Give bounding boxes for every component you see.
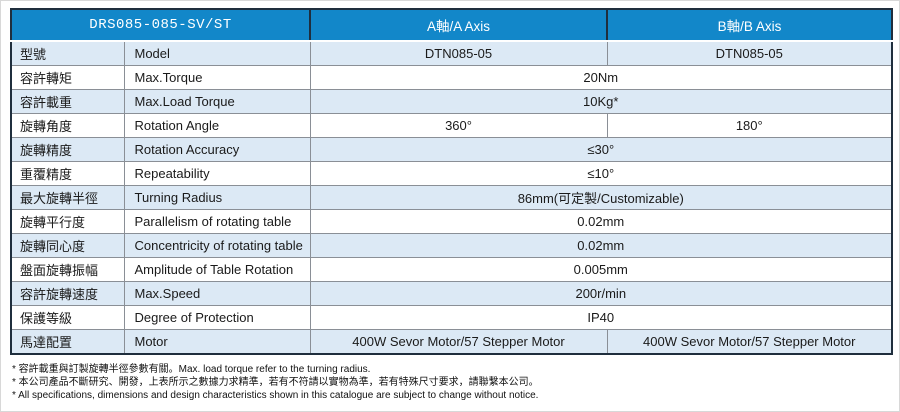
- spec-row: 最大旋轉半徑 Turning Radius 86mm(可定製/Customizabl…: [10, 185, 893, 210]
- spec-row: 旋轉平行度 Parallelism of rotating table 0.02mm: [10, 209, 893, 234]
- spec-row: 容許旋轉速度 Max.Speed 200r/min: [10, 281, 893, 306]
- spec-row: 保護等級 Degree of Protection IP40: [10, 305, 893, 330]
- row-label-zh: 最大旋轉半徑: [10, 185, 125, 210]
- spec-table: DRS085-085-SV/ST A軸/A Axis B軸/B Axis 型號 M…: [9, 8, 894, 355]
- row-label-en: Turning Radius: [123, 185, 311, 210]
- spec-row: 重覆精度 Repeatability ≤10°: [10, 161, 893, 186]
- row-label-en: Amplitude of Table Rotation: [123, 257, 311, 282]
- row-label-zh: 旋轉同心度: [10, 233, 125, 258]
- spec-row: 容許載重 Max.Load Torque 10Kg*: [10, 89, 893, 114]
- spec-row: 旋轉精度 Rotation Accuracy ≤30°: [10, 137, 893, 162]
- row-label-zh: 容許載重: [10, 89, 125, 114]
- spec-row: 型號 Model DTN085-05 DTN085-05: [10, 40, 893, 66]
- row-value: 10Kg*: [309, 89, 893, 114]
- spec-row: 容許轉矩 Max.Torque 20Nm: [10, 65, 893, 90]
- row-value-b-axis: 180°: [606, 113, 893, 138]
- row-label-zh: 馬達配置: [10, 329, 125, 355]
- row-label-zh: 盤面旋轉振幅: [10, 257, 125, 282]
- row-value: 200r/min: [309, 281, 893, 306]
- row-label-en: Model: [123, 40, 311, 66]
- row-label-zh: 保護等級: [10, 305, 125, 330]
- row-label-en: Degree of Protection: [123, 305, 311, 330]
- row-value-a-axis: DTN085-05: [309, 40, 608, 66]
- row-value-a-axis: 360°: [309, 113, 608, 138]
- row-label-en: Max.Load Torque: [123, 89, 311, 114]
- row-value: IP40: [309, 305, 893, 330]
- row-label-zh: 旋轉平行度: [10, 209, 125, 234]
- footnote-accuracy-disclaimer-zh: * 本公司產品不斷研究、開發，上表所示之數據力求精準，若有不符請以實物為準，若有…: [12, 377, 539, 388]
- row-label-zh: 型號: [10, 40, 125, 66]
- footnote-load-torque: * 容許載重與訂製旋轉半徑參數有關。Max. load torque refer…: [12, 364, 371, 375]
- row-label-en: Rotation Accuracy: [123, 137, 311, 162]
- row-value: ≤10°: [309, 161, 893, 186]
- row-label-en: Rotation Angle: [123, 113, 311, 138]
- row-label-en: Max.Torque: [123, 65, 311, 90]
- row-value-b-axis: DTN085-05: [606, 40, 893, 66]
- column-header-a-axis: A軸/A Axis: [309, 9, 609, 42]
- row-label-zh: 容許轉矩: [10, 65, 125, 90]
- row-label-en: Repeatability: [123, 161, 311, 186]
- row-value-b-axis: 400W Sevor Motor/57 Stepper Motor: [606, 329, 893, 355]
- row-value: ≤30°: [309, 137, 893, 162]
- spec-table-body: 型號 Model DTN085-05 DTN085-05 容許轉矩 Max.Torque 2…: [10, 40, 893, 355]
- row-value: 20Nm: [309, 65, 893, 90]
- row-value: 0.02mm: [309, 233, 893, 258]
- footnotes: * 容許載重與訂製旋轉半徑參數有關。Max. load torque refer…: [12, 363, 539, 402]
- spec-row: 盤面旋轉振幅 Amplitude of Table Rotation 0.005mm: [10, 257, 893, 282]
- row-label-en: Motor: [123, 329, 311, 355]
- series-title: DRS085-085-SV/ST: [9, 9, 312, 42]
- spec-row: 馬達配置 Motor 400W Sevor Motor/57 Stepper Mot…: [10, 329, 893, 355]
- row-value: 0.005mm: [309, 257, 893, 282]
- row-label-zh: 重覆精度: [10, 161, 125, 186]
- row-value-a-axis: 400W Sevor Motor/57 Stepper Motor: [309, 329, 608, 355]
- row-label-en: Parallelism of rotating table: [123, 209, 311, 234]
- spec-row: 旋轉同心度 Concentricity of rotating table 0.02…: [10, 233, 893, 258]
- row-label-zh: 容許旋轉速度: [10, 281, 125, 306]
- row-label-zh: 旋轉精度: [10, 137, 125, 162]
- row-value: 0.02mm: [309, 209, 893, 234]
- spec-row: 旋轉角度 Rotation Angle 360° 180°: [10, 113, 893, 138]
- row-label-zh: 旋轉角度: [10, 113, 125, 138]
- row-label-en: Max.Speed: [123, 281, 311, 306]
- footnote-change-without-notice: * All specifications, dimensions and des…: [12, 390, 539, 401]
- row-value: 86mm(可定製/Customizable): [309, 185, 893, 210]
- column-header-b-axis: B軸/B Axis: [606, 9, 894, 42]
- row-label-en: Concentricity of rotating table: [123, 233, 311, 258]
- spec-header-row: DRS085-085-SV/ST A軸/A Axis B軸/B Axis: [9, 9, 894, 42]
